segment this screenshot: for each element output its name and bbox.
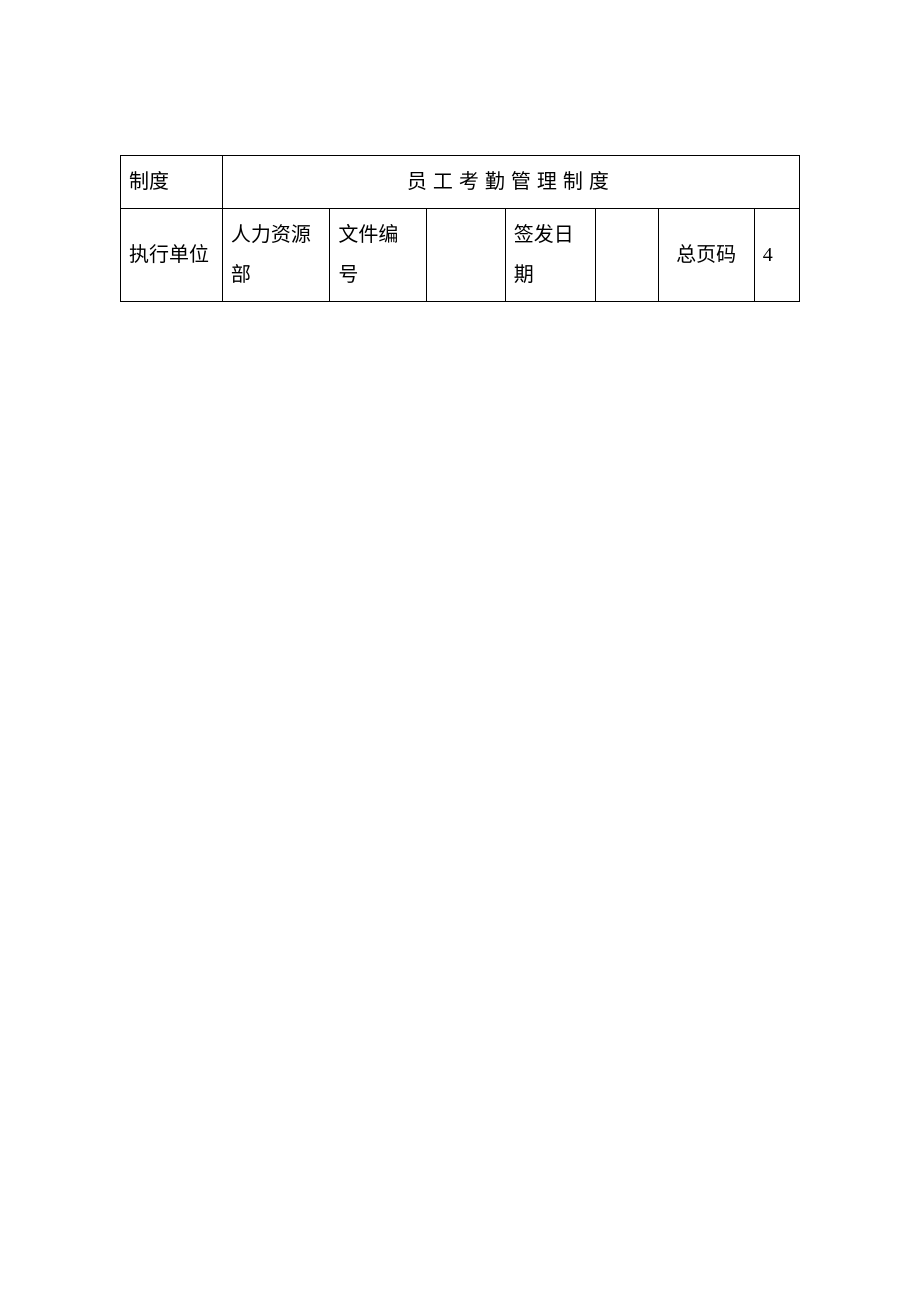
- total-pages-label: 总页码: [676, 244, 736, 266]
- issue-date-value-cell: [596, 209, 658, 302]
- total-pages-value: 4: [763, 244, 773, 266]
- header-table: 制度 员工考勤管理制度 执行单位 人力资源部 文件编号 签发日期: [120, 155, 800, 302]
- document-title-cell: 员工考勤管理制度: [222, 156, 799, 209]
- doc-no-value-cell: [426, 209, 505, 302]
- total-pages-label-cell: 总页码: [658, 209, 754, 302]
- exec-unit-label: 执行单位: [129, 244, 209, 266]
- document-header-table: 制度 员工考勤管理制度 执行单位 人力资源部 文件编号 签发日期: [120, 155, 800, 302]
- issue-date-label: 签发日期: [514, 224, 574, 286]
- exec-unit-value-cell: 人力资源部: [222, 209, 330, 302]
- system-label: 制度: [129, 171, 169, 193]
- exec-unit-value: 人力资源部: [231, 224, 311, 286]
- exec-unit-label-cell: 执行单位: [121, 209, 223, 302]
- title-row: 制度 员工考勤管理制度: [121, 156, 800, 209]
- total-pages-value-cell: 4: [754, 209, 799, 302]
- document-title: 员工考勤管理制度: [407, 171, 615, 193]
- doc-no-label-cell: 文件编号: [330, 209, 426, 302]
- issue-date-label-cell: 签发日期: [505, 209, 596, 302]
- doc-no-label: 文件编号: [338, 224, 398, 286]
- system-label-cell: 制度: [121, 156, 223, 209]
- detail-row: 执行单位 人力资源部 文件编号 签发日期 总页码 4: [121, 209, 800, 302]
